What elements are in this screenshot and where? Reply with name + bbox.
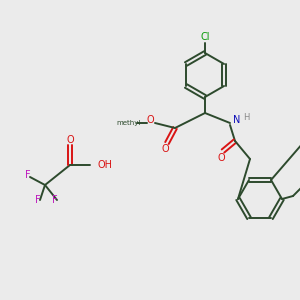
Text: O: O bbox=[161, 144, 169, 154]
Text: O: O bbox=[66, 135, 74, 145]
Text: F: F bbox=[35, 195, 41, 205]
Text: N: N bbox=[233, 115, 240, 125]
Text: O: O bbox=[146, 115, 154, 125]
Text: F: F bbox=[25, 170, 31, 180]
Text: O: O bbox=[217, 153, 225, 163]
Text: F: F bbox=[52, 195, 58, 205]
Text: Cl: Cl bbox=[200, 32, 210, 42]
Text: methyl: methyl bbox=[117, 120, 141, 126]
Text: OH: OH bbox=[98, 160, 113, 170]
Text: H: H bbox=[243, 112, 249, 122]
